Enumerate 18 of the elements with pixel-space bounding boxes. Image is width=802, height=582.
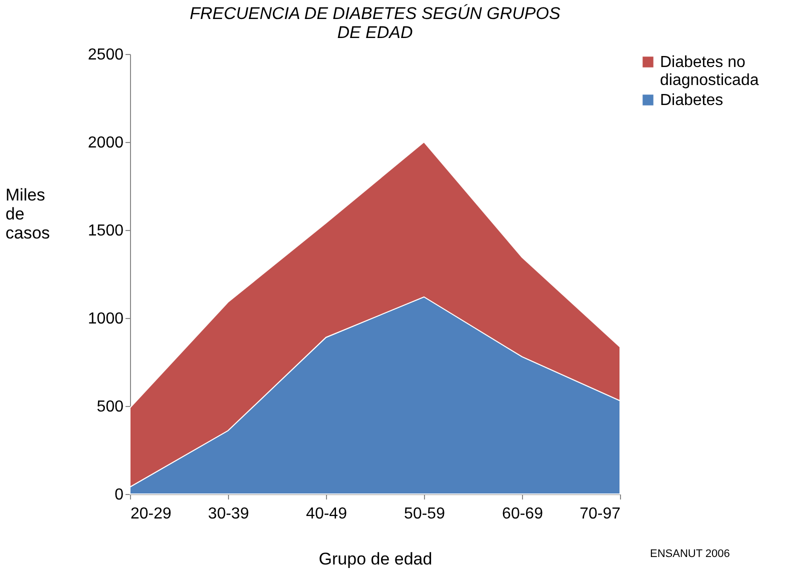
chart-title: FRECUENCIA DE DIABETES SEGÚN GRUPOS DE EDAD: [190, 4, 561, 42]
x-tick-label: 40-49: [306, 506, 348, 522]
x-tick-label: 70-97: [580, 506, 621, 522]
y-tick-label: 0: [114, 486, 124, 504]
x-tick-label: 60-69: [502, 506, 544, 522]
x-axis-title: Grupo de edad: [318, 550, 432, 568]
x-tick-label: 20-29: [130, 506, 172, 522]
y-tick-label: 2500: [88, 46, 124, 64]
text: ENSANUT 2006: [650, 548, 730, 560]
y-tick-label: 1500: [88, 222, 124, 240]
legend-label: Diabetes no diagnosticada: [660, 54, 759, 89]
y-tick-label: 2000: [88, 134, 124, 152]
x-tick-label: 50-59: [404, 506, 446, 522]
legend-label: Diabetes: [660, 92, 724, 109]
y-axis-title: Miles de casos: [6, 186, 50, 242]
y-tick-label: 500: [96, 398, 124, 416]
y-tick-label: 1000: [88, 310, 124, 328]
x-tick-label: 30-39: [208, 506, 250, 522]
